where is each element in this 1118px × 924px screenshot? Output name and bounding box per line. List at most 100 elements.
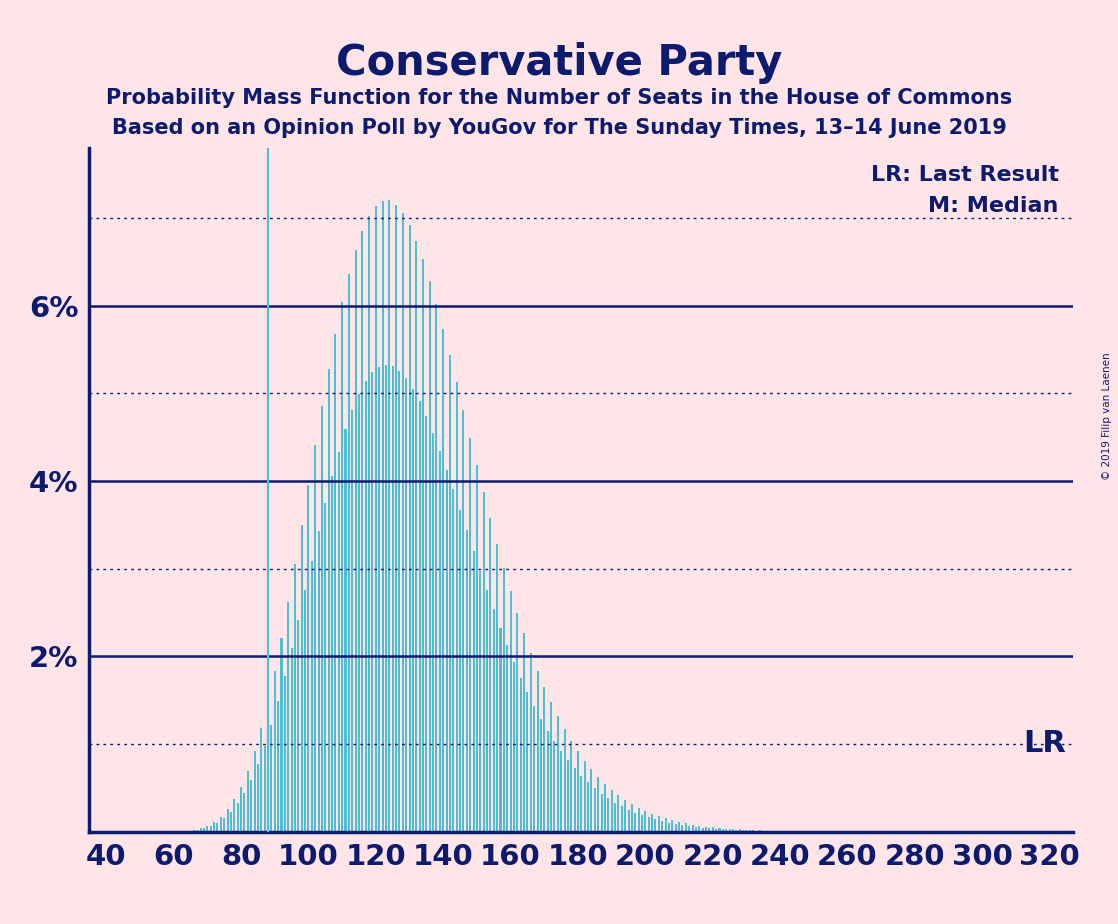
Bar (264, 746, 266, 832)
Bar (328, 369, 330, 832)
Bar (428, 281, 430, 832)
Bar (486, 590, 489, 832)
Bar (641, 815, 643, 832)
Bar (227, 809, 228, 832)
Bar (667, 822, 670, 832)
Bar (493, 610, 495, 832)
Bar (421, 260, 424, 832)
Bar (570, 741, 572, 832)
Bar (351, 410, 353, 832)
Bar (364, 382, 367, 832)
Bar (214, 822, 215, 832)
Bar (391, 366, 394, 832)
Bar (449, 355, 451, 832)
Text: Based on an Opinion Poll by YouGov for The Sunday Times, 13–14 June 2019: Based on an Opinion Poll by YouGov for T… (112, 118, 1006, 139)
Bar (560, 751, 562, 832)
Bar (217, 822, 218, 832)
Bar (574, 769, 576, 832)
Bar (634, 812, 636, 832)
Bar (719, 828, 720, 832)
Bar (304, 590, 306, 832)
Bar (483, 492, 485, 832)
Bar (500, 627, 502, 832)
Bar (281, 638, 283, 832)
Bar (473, 551, 474, 832)
Bar (361, 230, 363, 832)
Bar (368, 216, 370, 832)
Bar (699, 826, 700, 832)
Bar (682, 825, 683, 832)
Bar (405, 379, 407, 832)
Bar (749, 831, 751, 832)
Bar (237, 803, 239, 832)
Bar (425, 417, 427, 832)
Bar (627, 809, 629, 832)
Bar (553, 741, 556, 832)
Bar (594, 788, 596, 832)
Bar (287, 602, 290, 832)
Bar (334, 334, 337, 832)
Bar (580, 776, 582, 832)
Bar (527, 692, 529, 832)
Bar (193, 830, 195, 832)
Text: Probability Mass Function for the Number of Seats in the House of Commons: Probability Mass Function for the Number… (106, 88, 1012, 108)
Bar (291, 649, 293, 832)
Bar (620, 807, 623, 832)
Bar (739, 830, 741, 832)
Bar (644, 811, 646, 832)
Bar (637, 808, 639, 832)
Bar (695, 827, 697, 832)
Bar (746, 830, 748, 832)
Bar (657, 816, 660, 832)
Text: LR: Last Result: LR: Last Result (871, 165, 1059, 185)
Bar (712, 827, 713, 832)
Bar (240, 786, 243, 832)
Bar (220, 817, 221, 832)
Bar (716, 829, 717, 832)
Text: © 2019 Filip van Laenen: © 2019 Filip van Laenen (1102, 352, 1112, 480)
Bar (207, 826, 208, 832)
Bar (260, 728, 263, 832)
Bar (651, 814, 653, 832)
Bar (463, 410, 464, 832)
Bar (756, 831, 758, 832)
Bar (318, 531, 320, 832)
Bar (550, 702, 552, 832)
Bar (197, 830, 198, 832)
Bar (338, 452, 340, 832)
Bar (517, 613, 519, 832)
Bar (584, 760, 586, 832)
Bar (732, 829, 735, 832)
Bar (664, 819, 666, 832)
Bar (375, 206, 377, 832)
Bar (678, 822, 680, 832)
Bar (600, 794, 603, 832)
Bar (533, 706, 536, 832)
Bar (661, 821, 663, 832)
Bar (742, 830, 745, 832)
Bar (506, 645, 509, 832)
Bar (200, 828, 201, 832)
Bar (726, 829, 727, 832)
Bar (631, 804, 633, 832)
Bar (692, 824, 693, 832)
Bar (689, 826, 690, 832)
Bar (510, 591, 512, 832)
Bar (624, 800, 626, 832)
Bar (705, 826, 707, 832)
Bar (411, 389, 414, 832)
Bar (254, 751, 256, 832)
Bar (587, 783, 589, 832)
Bar (436, 304, 437, 832)
Bar (476, 465, 477, 832)
Bar (267, 701, 269, 832)
Bar (321, 406, 323, 832)
Bar (247, 771, 249, 832)
Bar (341, 302, 343, 832)
Text: LR: LR (1024, 729, 1067, 759)
Bar (654, 820, 656, 832)
Bar (503, 568, 505, 832)
Bar (496, 543, 499, 832)
Bar (590, 769, 593, 832)
Bar (459, 510, 461, 832)
